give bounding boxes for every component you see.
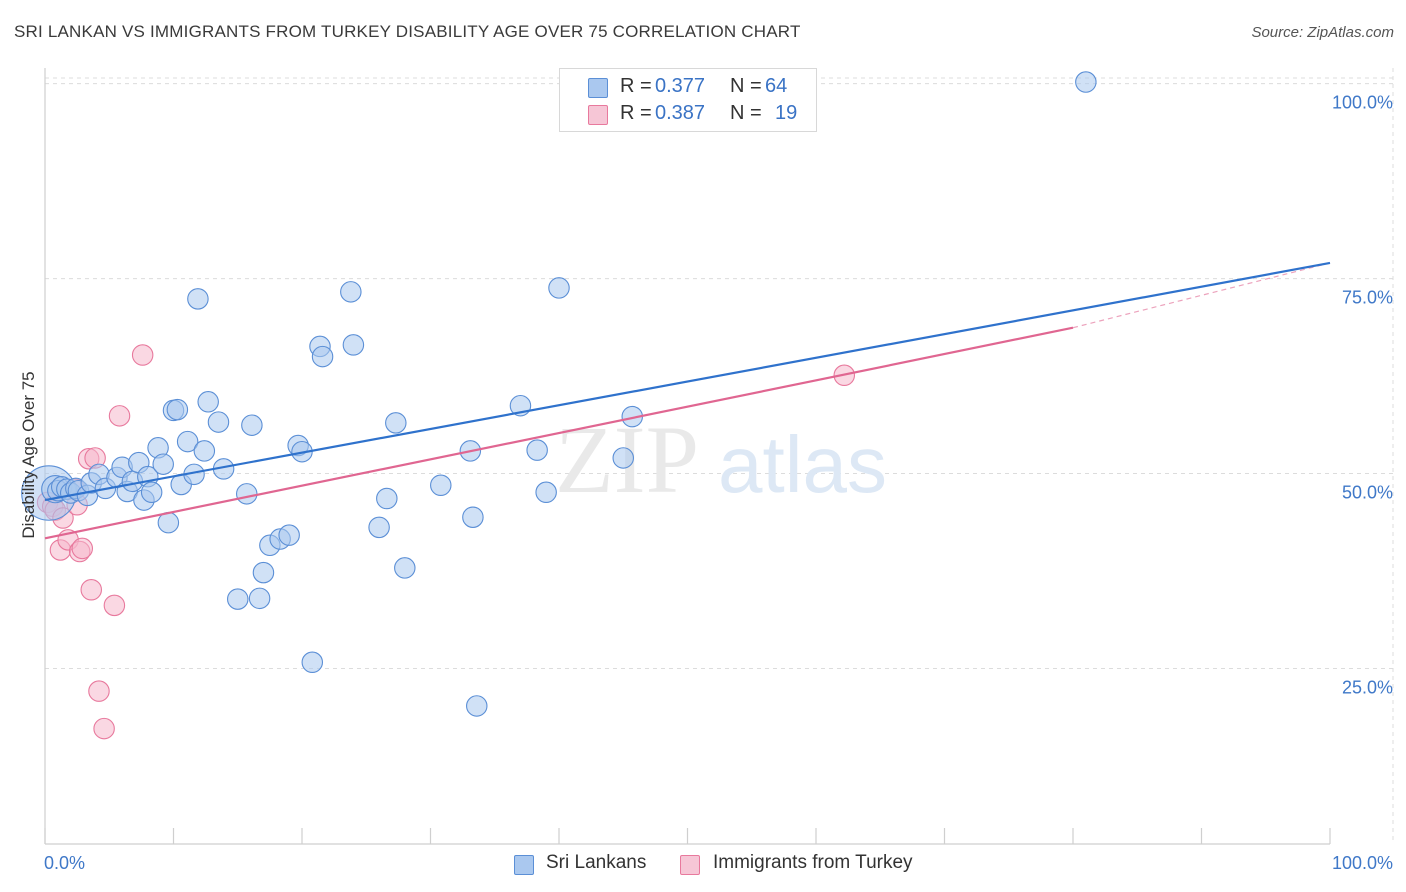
chart-title: SRI LANKAN VS IMMIGRANTS FROM TURKEY DIS…: [14, 22, 801, 41]
data-point-sri-lankans: [342, 334, 365, 356]
data-point-sri-lankans: [462, 506, 484, 528]
data-point-sri-lankans: [176, 430, 199, 453]
legend-n-value: 64: [765, 75, 788, 97]
watermark-atlas: atlas: [718, 420, 887, 509]
watermark: ZIP atlas: [555, 406, 887, 513]
series-sri-lankans-points: [21, 71, 1097, 717]
legend-r-value: 0.377: [655, 75, 706, 97]
data-point-sri-lankans: [241, 414, 263, 436]
y-axis-label: Disability Age Over 75: [19, 371, 38, 538]
data-point-immigrants-from-turkey: [103, 594, 126, 617]
data-point-sri-lankans: [340, 281, 362, 303]
legend-n-value: 19: [775, 102, 798, 124]
data-point-sri-lankans: [526, 439, 548, 461]
y-tick-label: 50.0%: [1342, 483, 1393, 503]
x-tick-label: 100.0%: [1332, 853, 1393, 873]
data-point-sri-lankans: [368, 516, 390, 539]
data-point-sri-lankans: [187, 288, 209, 310]
legend-row-immigrants-from-turkey: R = 0.387 N = 19: [560, 102, 816, 128]
data-point-sri-lankans: [166, 398, 189, 421]
series-immigrants-from-turkey-points: [36, 344, 856, 740]
trend-line-immigrants-from-turkey-extension: [1072, 262, 1331, 329]
data-point-sri-lankans: [197, 391, 219, 413]
data-point-sri-lankans: [385, 412, 407, 434]
y-tick-label: 25.0%: [1342, 678, 1393, 698]
data-point-sri-lankans: [466, 695, 488, 717]
data-point-sri-lankans: [235, 483, 258, 505]
data-point-sri-lankans: [430, 474, 452, 496]
legend-n-label: N =: [730, 75, 762, 97]
data-point-sri-lankans: [140, 481, 163, 504]
data-point-sri-lankans: [301, 651, 324, 674]
data-point-sri-lankans: [193, 440, 216, 462]
data-point-sri-lankans: [535, 481, 557, 504]
legend-r-label: R =: [620, 75, 652, 97]
data-point-sri-lankans: [252, 561, 275, 584]
data-point-immigrants-from-turkey: [93, 717, 115, 740]
axes: [44, 68, 1331, 845]
legend-r-label: R =: [620, 102, 652, 124]
data-point-sri-lankans: [311, 345, 334, 368]
data-point-sri-lankans: [1075, 71, 1097, 93]
data-point-immigrants-from-turkey: [108, 405, 131, 427]
trend-line-immigrants-from-turkey: [44, 326, 1074, 540]
legend-n-label: N =: [730, 102, 762, 124]
grid-lines: [45, 68, 1394, 844]
bottom-legend-swatch-blue: [514, 855, 534, 875]
data-point-immigrants-from-turkey: [131, 344, 154, 366]
data-point-sri-lankans: [612, 447, 634, 469]
data-point-sri-lankans: [394, 557, 416, 579]
tick-labels: 25.0% 50.0% 75.0% 100.0% 0.0% 100.0%: [44, 93, 1393, 873]
data-point-sri-lankans: [152, 453, 174, 475]
trend-lines: [44, 261, 1331, 540]
legend-row-sri-lankans: R = 0.377 N = 64: [560, 75, 816, 101]
data-point-sri-lankans: [548, 277, 570, 299]
bottom-legend-swatch-pink: [680, 855, 700, 875]
source-credit: Source: ZipAtlas.com: [1251, 24, 1394, 41]
stats-legend: R = 0.377 N = 64 R = 0.387 N = 19: [559, 68, 817, 132]
x-tick-label: 0.0%: [44, 853, 85, 873]
data-point-sri-lankans: [207, 411, 230, 433]
bottom-legend-label: Sri Lankans: [546, 852, 647, 873]
data-point-sri-lankans: [278, 524, 300, 546]
data-point-sri-lankans: [248, 587, 271, 610]
data-point-immigrants-from-turkey: [80, 579, 103, 601]
data-point-sri-lankans: [227, 588, 249, 610]
legend-swatch-blue: [588, 78, 608, 98]
data-point-immigrants-from-turkey: [88, 680, 110, 702]
y-tick-label: 100.0%: [1332, 93, 1393, 113]
data-point-immigrants-from-turkey: [71, 537, 94, 560]
y-tick-label: 75.0%: [1342, 288, 1393, 308]
data-point-sri-lankans: [376, 487, 398, 510]
legend-swatch-pink: [588, 105, 608, 125]
trend-line-sri-lankans: [44, 261, 1331, 502]
legend-r-value: 0.387: [655, 102, 706, 124]
bottom-legend-label: Immigrants from Turkey: [713, 852, 913, 873]
